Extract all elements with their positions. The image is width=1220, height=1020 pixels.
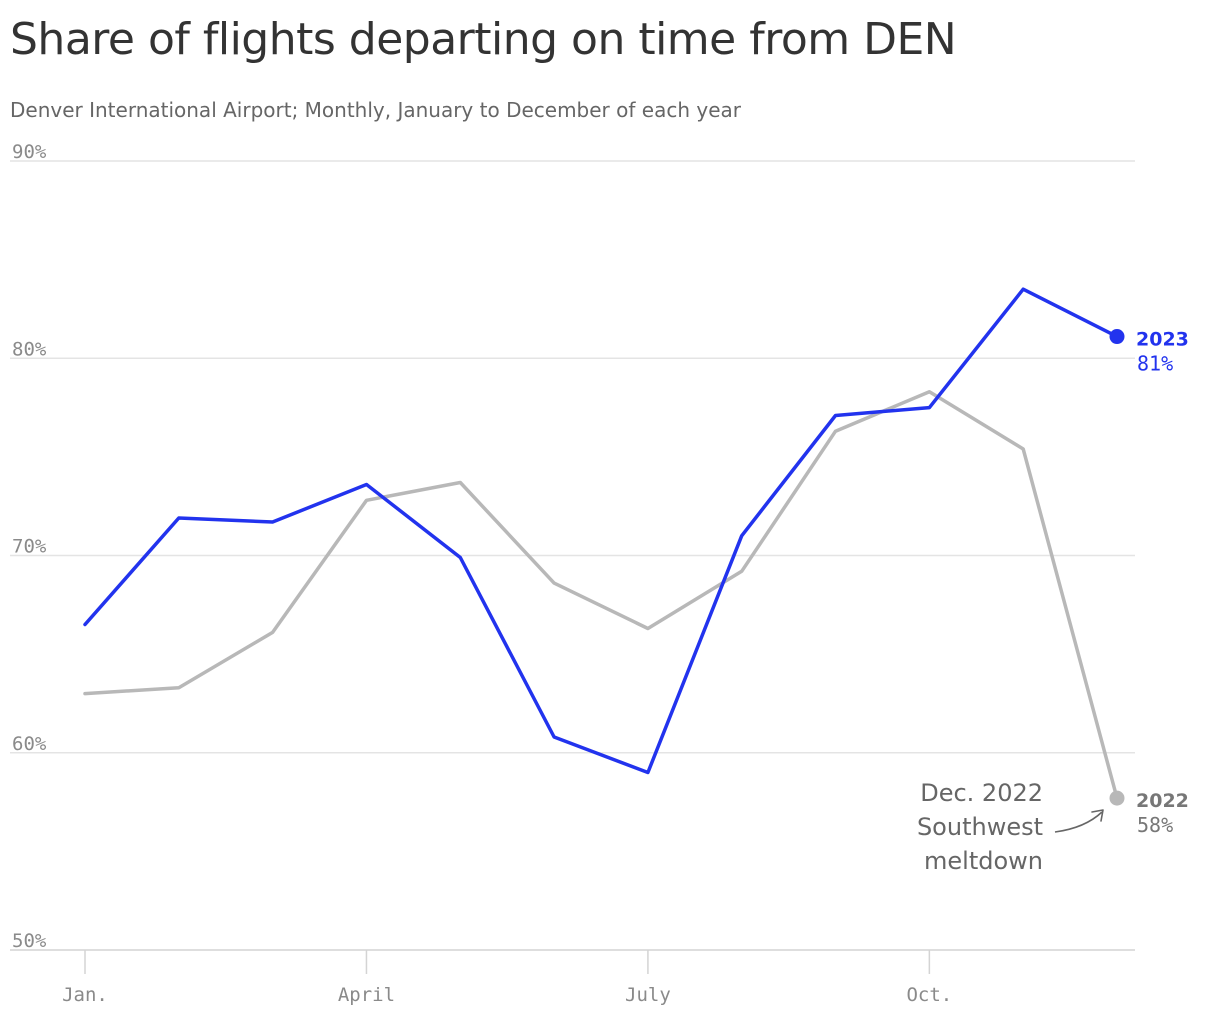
gridlines <box>10 160 1135 951</box>
annotation-arrowhead <box>1091 809 1104 822</box>
end-label-value-2022: 58% <box>1137 813 1173 837</box>
chart-title: Share of flights departing on time from … <box>10 14 957 65</box>
annotation-text-line: Dec. 2022 <box>920 779 1043 807</box>
x-tick-label: July <box>625 984 671 1006</box>
chart-subtitle: Denver International Airport; Monthly, J… <box>10 98 741 122</box>
annotation: Dec. 2022 Southwest meltdown <box>917 779 1104 875</box>
y-tick-label: 60% <box>12 733 47 755</box>
x-tick-label: Jan. <box>62 984 108 1006</box>
end-label-year-2023: 2023 <box>1136 329 1189 351</box>
axes: 50% 60% 70% 80% 90% Jan. April July Oct. <box>12 141 952 1006</box>
annotation-arrow <box>1054 811 1103 833</box>
y-tick-label: 80% <box>12 338 47 360</box>
end-label-year-2022: 2022 <box>1136 790 1189 812</box>
end-marker-2023 <box>1109 329 1125 345</box>
annotation-text-line: meltdown <box>924 847 1043 875</box>
end-marker-2022 <box>1109 790 1125 806</box>
y-tick-label: 90% <box>12 141 47 163</box>
y-tick-label: 70% <box>12 536 47 558</box>
series-line-2022 <box>83 390 1119 800</box>
annotation-text-line: Southwest <box>917 813 1043 841</box>
series-line-2023 <box>83 287 1119 775</box>
y-tick-label: 50% <box>12 930 47 952</box>
series-lines <box>83 287 1119 800</box>
x-tick-label: Oct. <box>906 984 952 1006</box>
x-tick-label: April <box>338 984 395 1006</box>
end-label-value-2023: 81% <box>1137 352 1173 376</box>
